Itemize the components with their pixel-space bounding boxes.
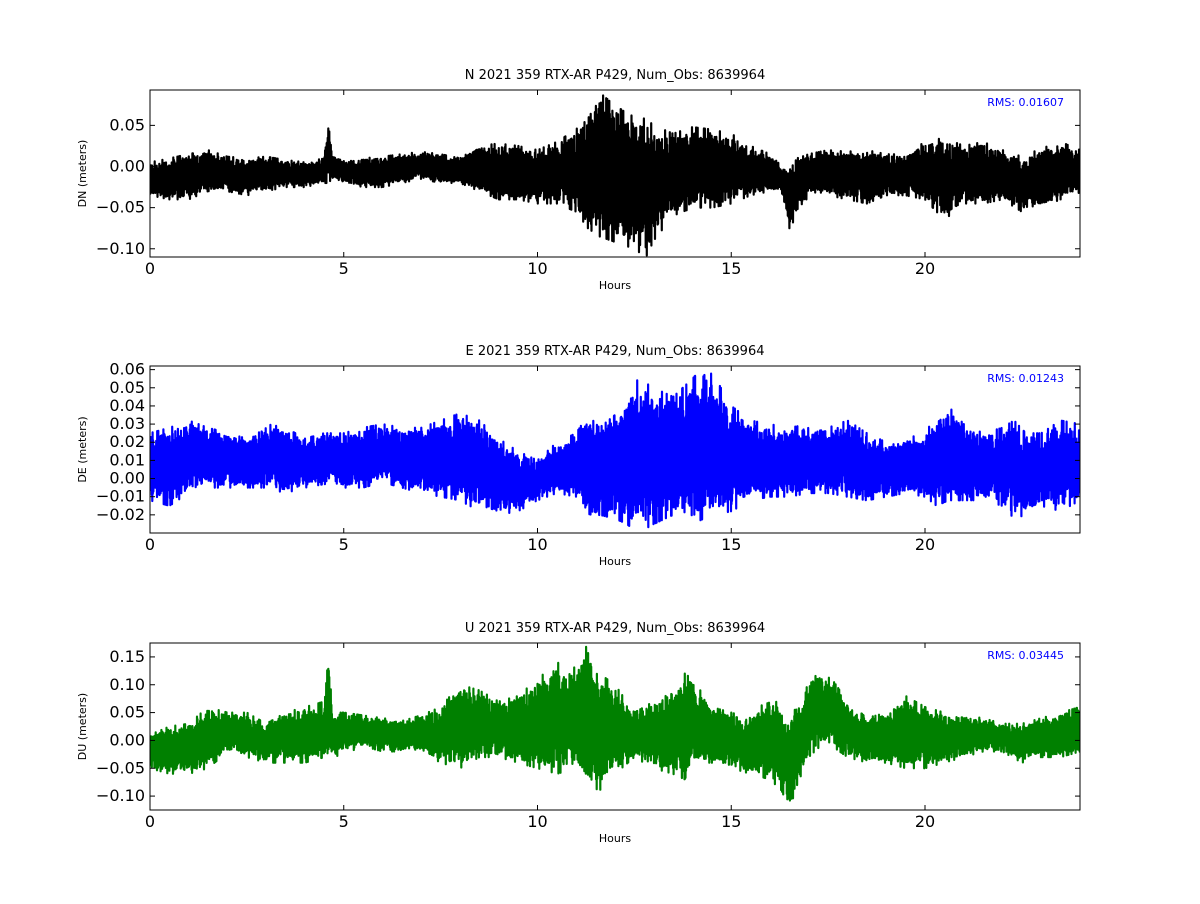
y-tick-label: −0.02	[96, 505, 145, 524]
panel-u: 0 5 10 15 20 −0.10 −0.05 0.00 0.05 0.10 0.15 U 2021…	[76, 621, 1081, 845]
y-tick-label: 0.00	[109, 730, 145, 749]
y-tick-label: −0.10	[96, 239, 145, 258]
x-tick-label: 0	[145, 812, 155, 831]
y-tick-label: −0.01	[96, 487, 145, 506]
chart-title: N 2021 359 RTX-AR P429, Num_Obs: 8639964	[465, 68, 765, 83]
series-line-e	[150, 372, 1080, 529]
y-tick-label: 0.01	[109, 450, 145, 469]
y-axis-label: DE (meters)	[76, 416, 89, 482]
y-tick-label: 0.02	[109, 432, 145, 451]
y-tick-label: −0.05	[96, 198, 145, 217]
x-tick-label: 10	[527, 535, 547, 554]
y-tick-label: 0.06	[109, 360, 145, 379]
x-tick-label: 15	[721, 535, 741, 554]
y-tick-label: 0.04	[109, 396, 145, 415]
y-tick-label: 0.10	[109, 675, 145, 694]
y-tick-label: 0.15	[109, 647, 145, 666]
x-tick-label: 5	[339, 535, 349, 554]
x-axis-label: Hours	[599, 555, 631, 568]
x-axis-label: Hours	[599, 279, 631, 292]
x-tick-label: 20	[915, 812, 935, 831]
y-tick-label: −0.05	[96, 758, 145, 777]
panel-n: 0 5 10 15 20 −0.10 −0.05 0.00 0.05 N 2021 359 RTX…	[76, 68, 1081, 292]
y-tick-label: 0.00	[109, 157, 145, 176]
rms-annotation: RMS: 0.03445	[987, 649, 1064, 662]
x-tick-label: 0	[145, 259, 155, 278]
plot-frame-u	[149, 642, 1081, 811]
x-tick-label: 10	[527, 259, 547, 278]
plot-frame-e	[149, 365, 1081, 534]
y-tick-label: 0.05	[109, 378, 145, 397]
x-axis-label: Hours	[599, 832, 631, 845]
chart-title: E 2021 359 RTX-AR P429, Num_Obs: 8639964	[466, 344, 765, 359]
y-axis-label: DU (meters)	[76, 693, 89, 760]
rms-annotation: RMS: 0.01243	[987, 372, 1064, 385]
plot-frame-n	[149, 89, 1081, 258]
x-tick-label: 20	[915, 259, 935, 278]
y-tick-label: 0.05	[109, 115, 145, 134]
chart-title: U 2021 359 RTX-AR P429, Num_Obs: 8639964	[465, 621, 765, 636]
x-tick-label: 0	[145, 535, 155, 554]
y-axis-label: DN (meters)	[76, 140, 89, 208]
series-line-u	[150, 645, 1080, 802]
y-tick-label: 0.00	[109, 469, 145, 488]
y-tick-label: 0.03	[109, 414, 145, 433]
x-tick-label: 15	[721, 259, 741, 278]
x-tick-label: 5	[339, 812, 349, 831]
series-line-n	[150, 94, 1080, 257]
y-tick-label: 0.05	[109, 703, 145, 722]
panel-e: 0 5 10 15 20−0.02−0.010.000.010.020.030.040.…	[76, 344, 1081, 568]
x-tick-label: 20	[915, 535, 935, 554]
x-tick-label: 5	[339, 259, 349, 278]
x-tick-label: 15	[721, 812, 741, 831]
rms-annotation: RMS: 0.01607	[987, 96, 1064, 109]
y-tick-label: −0.10	[96, 786, 145, 805]
x-tick-label: 10	[527, 812, 547, 831]
